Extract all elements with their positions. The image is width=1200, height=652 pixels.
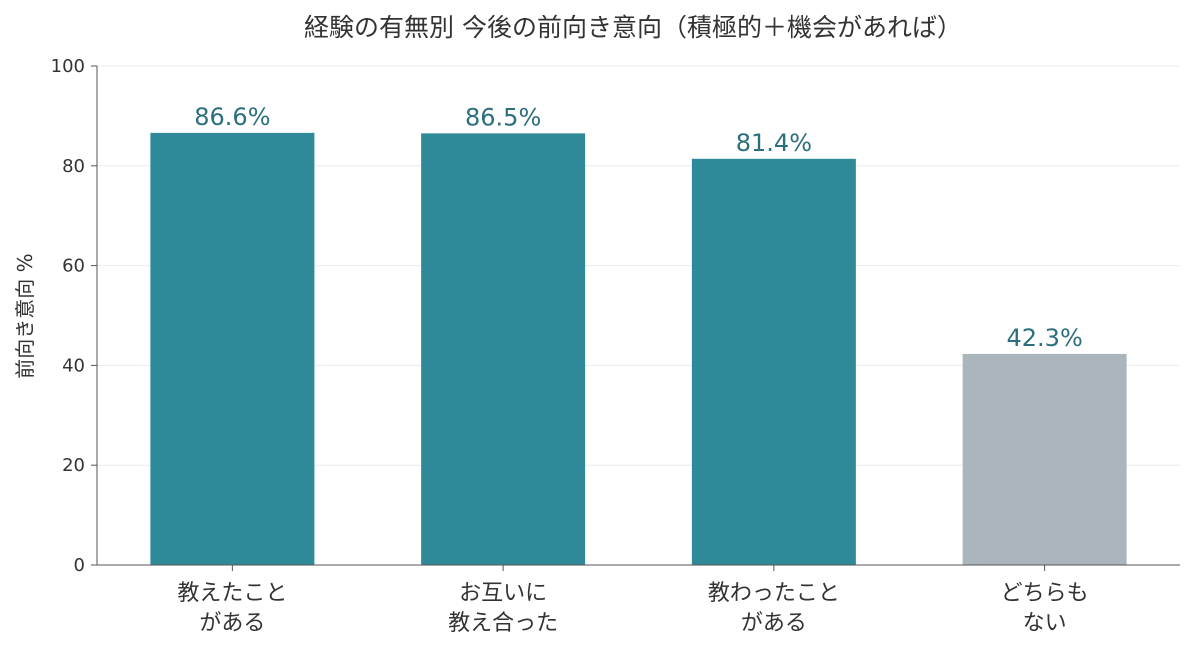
data-label: 42.3% — [1007, 324, 1083, 352]
y-tick-label: 60 — [62, 256, 85, 277]
x-tick-label: ない — [1023, 611, 1067, 636]
axes — [96, 66, 1180, 566]
data-label: 81.4% — [736, 129, 812, 157]
bar — [962, 353, 1127, 565]
y-ticks: 0 20 40 60 80 100 — [51, 56, 97, 576]
y-tick-label: 0 — [74, 555, 85, 576]
bar — [421, 133, 586, 566]
bars — [150, 132, 1127, 566]
x-tick-label: 教えたこと — [177, 581, 287, 606]
x-tick-label: がある — [741, 611, 807, 636]
y-tick-label: 20 — [62, 455, 85, 476]
y-tick-label: 100 — [51, 56, 85, 77]
y-tick-label: 40 — [62, 355, 85, 376]
x-tick-label: がある — [199, 611, 265, 636]
data-label: 86.5% — [465, 103, 541, 131]
x-tick-label: お互いに — [459, 581, 547, 606]
y-axis-label: 前向き意向 % — [13, 253, 37, 378]
x-tick-label: 教え合った — [448, 611, 558, 636]
y-tick-label: 80 — [62, 156, 85, 177]
bar — [691, 158, 856, 565]
x-tick-label: 教わったこと — [708, 581, 840, 606]
data-labels: 86.6% 86.5% 81.4% 42.3% — [194, 103, 1083, 352]
data-label: 86.6% — [194, 103, 270, 131]
chart-title: 経験の有無別 今後の前向き意向（積極的＋機会があれば） — [304, 13, 962, 42]
bar — [150, 132, 315, 565]
x-tick-label: どちらも — [1001, 581, 1089, 606]
